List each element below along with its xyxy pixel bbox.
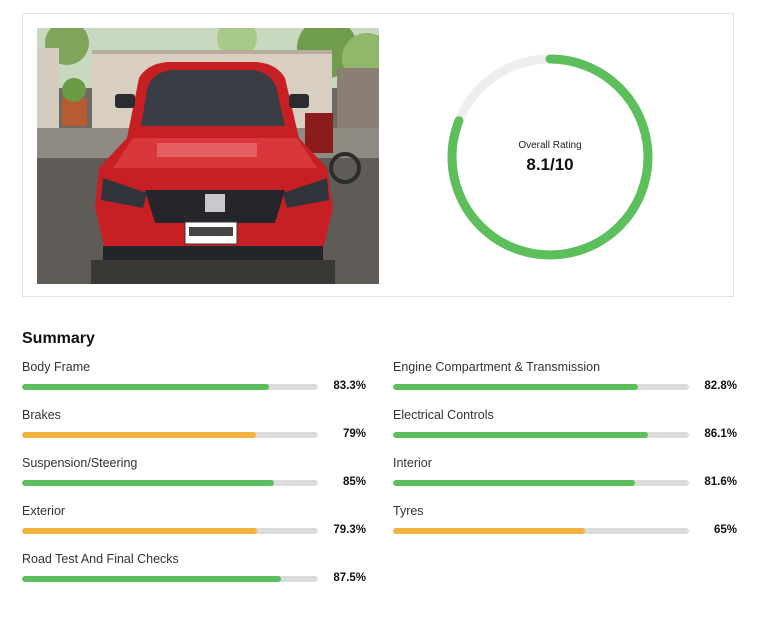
metric-progress-bar (22, 528, 318, 534)
metric-label: Suspension/Steering (22, 456, 138, 470)
summary-metric: Brakes 79% (22, 408, 366, 448)
metric-label: Exterior (22, 504, 66, 518)
metric-label: Engine Compartment & Transmission (393, 360, 601, 374)
summary-metric: Interior 81.6% (393, 456, 737, 496)
metric-progress-bar (22, 384, 318, 390)
metric-value: 83.3% (333, 380, 366, 392)
metric-label: Interior (393, 456, 432, 470)
metric-progress-fill (22, 480, 274, 486)
metric-progress-fill (393, 528, 586, 534)
summary-metric: Exterior 79.3% (22, 504, 366, 544)
summary-metric: Body Frame 83.3% (22, 360, 366, 400)
rating-text: Overall Rating 8.1/10 (445, 52, 655, 262)
rating-ring-fill (447, 54, 653, 260)
rating-ring (447, 54, 653, 260)
metric-value: 79% (342, 428, 366, 440)
metric-label: Body Frame (22, 360, 91, 374)
metric-value: 87.5% (333, 572, 366, 584)
metric-progress-bar (393, 528, 689, 534)
metric-progress-bar (393, 480, 689, 486)
metric-label: Road Test And Final Checks (22, 552, 179, 566)
metric-progress-bar (393, 384, 689, 390)
overview-card: Overall Rating 8.1/10 (22, 13, 734, 297)
metric-progress-fill (393, 432, 648, 438)
metric-progress-bar (393, 432, 689, 438)
metric-progress-bar (22, 576, 318, 582)
metric-progress-bar (22, 480, 318, 486)
metric-progress-fill (22, 528, 257, 534)
metric-value: 65% (713, 524, 737, 536)
summary-metric: Tyres 65% (393, 504, 737, 544)
metric-label: Tyres (393, 504, 424, 518)
summary-metric: Engine Compartment & Transmission 82.8% (393, 360, 737, 400)
car-photo[interactable] (37, 28, 379, 284)
summary-metric: Electrical Controls 86.1% (393, 408, 737, 448)
rating-label: Overall Rating (518, 139, 582, 151)
overall-rating-gauge: Overall Rating 8.1/10 (445, 52, 655, 262)
metric-progress-fill (22, 432, 256, 438)
summary-metric: Road Test And Final Checks 87.5% (22, 552, 366, 592)
metric-value: 82.8% (704, 380, 737, 392)
car-photo-illustration (37, 28, 379, 284)
metric-value: 79.3% (333, 524, 366, 536)
metric-value: 85% (342, 476, 366, 488)
metric-label: Brakes (22, 408, 61, 422)
metric-progress-fill (393, 384, 639, 390)
summary-metric: Suspension/Steering 85% (22, 456, 366, 496)
summary-title: Summary (22, 330, 95, 347)
metric-value: 86.1% (704, 428, 737, 440)
rating-value: 8.1/10 (526, 154, 574, 174)
metric-value: 81.6% (704, 476, 737, 488)
metric-progress-fill (22, 384, 269, 390)
metric-label: Electrical Controls (393, 408, 494, 422)
metric-progress-fill (393, 480, 635, 486)
metric-progress-fill (22, 576, 281, 582)
metric-progress-bar (22, 432, 318, 438)
